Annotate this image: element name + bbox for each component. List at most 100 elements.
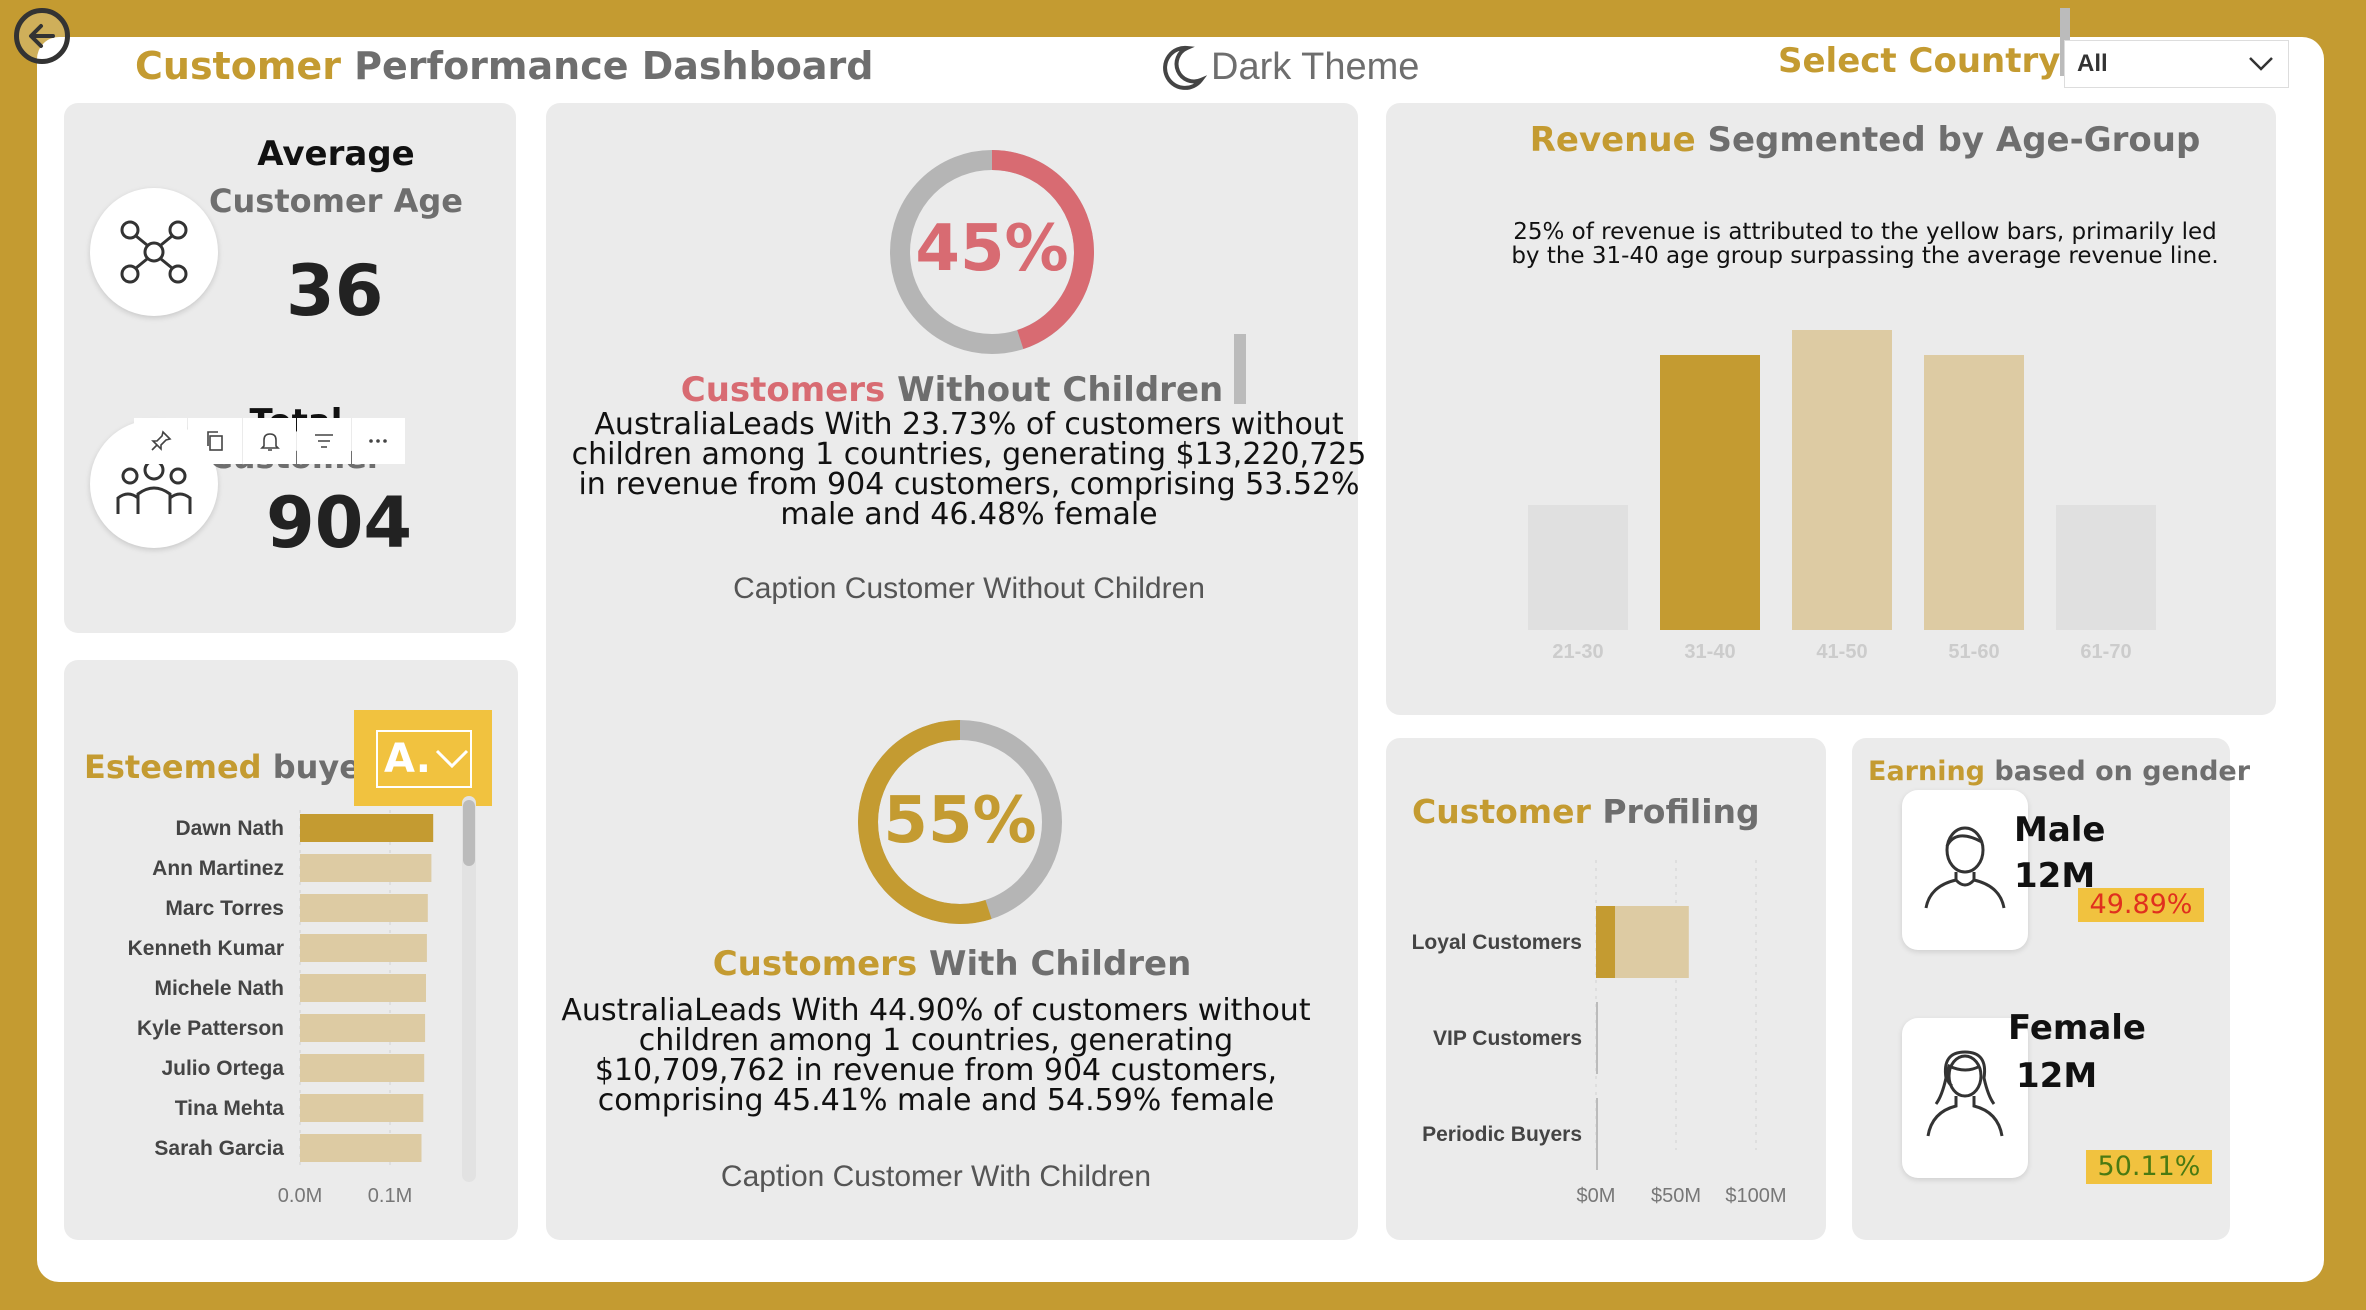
buyer-bar[interactable]: [300, 1134, 422, 1162]
without-children-line: children among 1 countries, generating $…: [571, 437, 1367, 472]
buyer-bar[interactable]: [300, 934, 427, 962]
customer-profiling-title-accent: Customer: [1412, 792, 1591, 831]
copy-visual-button[interactable]: [188, 418, 242, 464]
female-value: 12M: [2016, 1056, 2098, 1096]
age-bar-61-70[interactable]: [2056, 505, 2156, 630]
sort-toggle-button[interactable]: A.: [354, 710, 492, 806]
page-title: Customer Performance Dashboard: [135, 44, 874, 88]
without-children-donut-arc: [890, 150, 1094, 354]
avg-age-label-line2: Customer Age: [209, 182, 463, 220]
profiling-tick-label: $100M: [1725, 1185, 1786, 1207]
age-bar-21-30[interactable]: [1528, 505, 1628, 630]
buyer-bar[interactable]: [300, 814, 434, 842]
back-button[interactable]: [14, 8, 70, 64]
pin-icon: [150, 430, 172, 451]
without-children-caption: Caption Customer Without Children: [733, 572, 1205, 605]
with-children-line: AustraliaLeads With 44.90% of customers …: [561, 993, 1311, 1028]
without-children-title-accent: Customers: [680, 370, 886, 410]
theme-toggle-label: Dark Theme: [1211, 45, 1420, 88]
with-children-caption: Caption Customer With Children: [720, 1160, 1152, 1193]
bell-icon: [259, 433, 280, 451]
revenue-age-chart: 21-30 31-40 41-50 51-60 61-70: [1506, 300, 2186, 680]
male-label: Male: [2014, 810, 2106, 850]
buyers-tick-label: 0.1M: [368, 1185, 412, 1207]
with-children-line: $10,709,762 in revenue from 904 customer…: [594, 1053, 1278, 1088]
age-tick-label: 41-50: [1816, 641, 1867, 663]
alert-button[interactable]: [242, 418, 297, 464]
female-pct-badge: 50.11%: [2086, 1150, 2212, 1184]
male-card: [1902, 790, 2028, 950]
buyer-bar[interactable]: [300, 854, 432, 882]
arrow-left-icon: [29, 24, 55, 48]
buyers-scrollbar-thumb[interactable]: [463, 800, 475, 866]
more-options-button[interactable]: [351, 418, 406, 464]
profiling-bar-segment[interactable]: [1615, 906, 1689, 978]
revenue-age-note-line: by the 31-40 age group surpassing the av…: [1511, 243, 2219, 269]
customer-profiling-title-rest: Profiling: [1590, 792, 1760, 831]
buyer-name-label: Kenneth Kumar: [128, 937, 284, 960]
profiling-bar-segment[interactable]: [1596, 1002, 1598, 1074]
customer-profiling-chart: $0M $50M $100M Loyal Customers VIP Customers…: [1390, 850, 1820, 1220]
buyer-bar[interactable]: [300, 1014, 426, 1042]
with-children-title-accent: Customers: [712, 944, 918, 984]
profiling-bar-segment[interactable]: [1596, 1098, 1598, 1170]
profiling-category-label: VIP Customers: [1433, 1027, 1582, 1050]
avg-age-label: Average Customer Age: [196, 134, 476, 220]
theme-toggle-button[interactable]: Dark Theme: [1157, 42, 1419, 92]
buyer-name-label: Marc Torres: [165, 897, 284, 920]
profiling-bar-segment[interactable]: [1596, 906, 1616, 978]
without-children-percent: 45%: [915, 212, 1069, 286]
esteemed-buyers-title-accent: Esteemed: [84, 748, 262, 786]
select-country-label: Select Country: [1778, 41, 2061, 81]
with-children-donut-arc: [858, 720, 1062, 924]
buyer-name-label: Kyle Patterson: [137, 1017, 284, 1040]
customer-profiling-title: Customer Profiling: [1412, 792, 1760, 831]
female-card: [1902, 1018, 2028, 1178]
with-children-percent: 55%: [883, 784, 1037, 858]
age-tick-label: 51-60: [1948, 641, 1999, 663]
profiling-tick-label: $0M: [1577, 1185, 1616, 1207]
revenue-age-title: Revenue Segmented by Age-Group: [1386, 120, 2344, 160]
age-bar-41-50[interactable]: [1792, 330, 1892, 630]
age-bar-51-60[interactable]: [1924, 355, 2024, 630]
buyer-name-label: Tina Mehta: [175, 1097, 285, 1120]
buyers-scrollbar-track[interactable]: [462, 796, 476, 1182]
buyers-bars-svg: 0.0M 0.1M Dawn Nath Ann Martinez Marc Torres…: [128, 810, 434, 1207]
buyer-bar[interactable]: [300, 974, 426, 1002]
filter-button[interactable]: [297, 418, 351, 464]
people-group-icon: [116, 459, 192, 514]
buyer-bar[interactable]: [300, 894, 428, 922]
country-select[interactable]: All: [2064, 40, 2289, 88]
buyer-bar[interactable]: [300, 1094, 424, 1122]
buyer-name-label: Sarah Garcia: [154, 1137, 284, 1160]
age-bars-svg: 21-30 31-40 41-50 51-60 61-70: [1528, 330, 2156, 663]
esteemed-buyers-title: Esteemed buyers: [84, 748, 396, 786]
gender-earning-title-rest: based on gender: [1985, 756, 2251, 787]
female-person-icon: [1926, 1050, 2004, 1137]
total-customer-value: 904: [266, 482, 413, 564]
sort-toggle-label: A.: [384, 736, 431, 782]
age-tick-label: 21-30: [1552, 641, 1603, 663]
customer-profiling-panel: [1386, 738, 1826, 1240]
age-bar-31-40[interactable]: [1660, 355, 1760, 630]
network-people-icon: [120, 220, 188, 284]
filter-lines-icon: [314, 434, 333, 448]
with-children-donut: [858, 720, 1062, 924]
buyer-name-label: Ann Martinez: [152, 857, 284, 880]
with-children-title-rest: With Children: [917, 944, 1192, 984]
revenue-age-title-accent: Revenue: [1529, 120, 1696, 160]
pin-visual-button[interactable]: [134, 418, 188, 464]
female-label: Female: [2008, 1008, 2146, 1048]
buyer-name-label: Julio Ortega: [161, 1057, 284, 1080]
children-panel: [546, 103, 1358, 1240]
buyers-tick-label: 0.0M: [278, 1185, 322, 1207]
without-children-donut: [890, 150, 1094, 354]
profiling-tick-label: $50M: [1651, 1185, 1701, 1207]
esteemed-buyers-chart: 0.0M 0.1M Dawn Nath Ann Martinez Marc Torres…: [40, 810, 460, 1210]
page-title-rest: Performance Dashboard: [340, 44, 874, 88]
country-select-value: All: [2077, 50, 2108, 77]
buyer-bar[interactable]: [300, 1054, 425, 1082]
without-children-summary: AustraliaLeads With 23.73% of customers …: [546, 410, 1392, 530]
buyer-name-label: Michele Nath: [154, 977, 284, 1000]
without-children-title: Customers Without Children: [546, 370, 1358, 410]
